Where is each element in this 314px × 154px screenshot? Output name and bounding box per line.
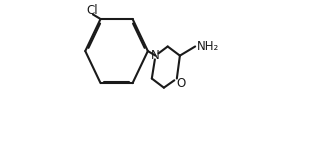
Text: Cl: Cl <box>86 4 98 17</box>
Text: N: N <box>151 49 160 62</box>
Text: NH₂: NH₂ <box>197 40 219 53</box>
Text: O: O <box>176 77 185 90</box>
